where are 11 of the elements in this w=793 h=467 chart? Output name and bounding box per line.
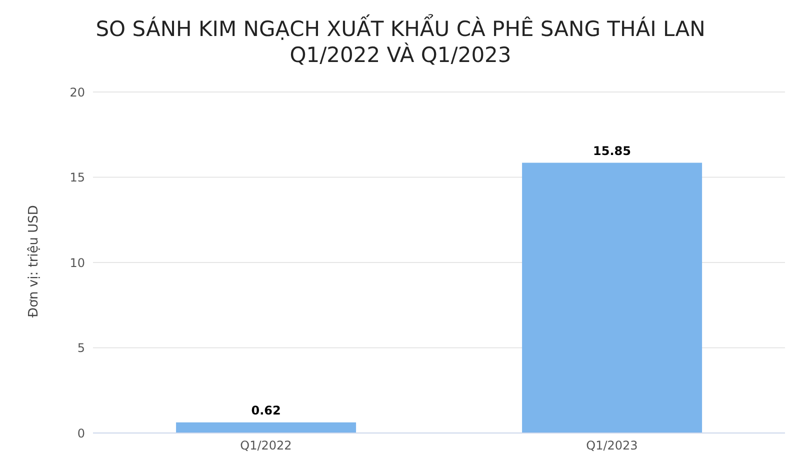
- y-tick-label: 0: [77, 426, 85, 440]
- chart-title: SO SÁNH KIM NGẠCH XUẤT KHẨU CÀ PHÊ SANG THÁI LAN Q1/2022 VÀ Q1/2023: [94, 13, 706, 68]
- y-tick-label: 10: [70, 256, 85, 270]
- data-label: 15.85: [593, 144, 632, 158]
- y-tick-label: 5: [77, 341, 85, 356]
- y-tick-label: 20: [70, 85, 85, 100]
- x-tick-label: Q1/2022: [240, 438, 292, 453]
- y-axis-title: Đơn vị: triệu USD: [26, 205, 42, 318]
- data-label: 0.62: [251, 403, 281, 418]
- y-tick-label: 15: [70, 170, 85, 185]
- x-tick-label: Q1/2023: [586, 438, 638, 453]
